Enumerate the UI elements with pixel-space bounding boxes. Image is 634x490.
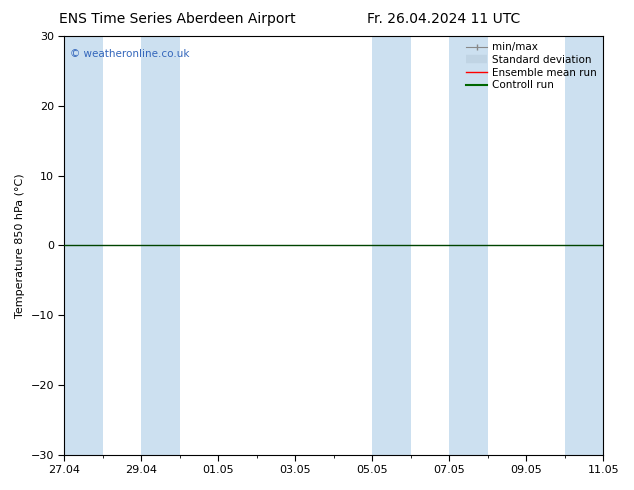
Bar — [450, 36, 488, 455]
Text: Fr. 26.04.2024 11 UTC: Fr. 26.04.2024 11 UTC — [367, 12, 521, 26]
Bar — [372, 36, 411, 455]
Y-axis label: Temperature 850 hPa (°C): Temperature 850 hPa (°C) — [15, 173, 25, 318]
Text: © weatheronline.co.uk: © weatheronline.co.uk — [70, 49, 190, 59]
Bar — [65, 36, 103, 455]
Bar — [141, 36, 180, 455]
Legend: min/max, Standard deviation, Ensemble mean run, Controll run: min/max, Standard deviation, Ensemble me… — [463, 39, 600, 93]
Bar — [565, 36, 603, 455]
Text: ENS Time Series Aberdeen Airport: ENS Time Series Aberdeen Airport — [59, 12, 296, 26]
